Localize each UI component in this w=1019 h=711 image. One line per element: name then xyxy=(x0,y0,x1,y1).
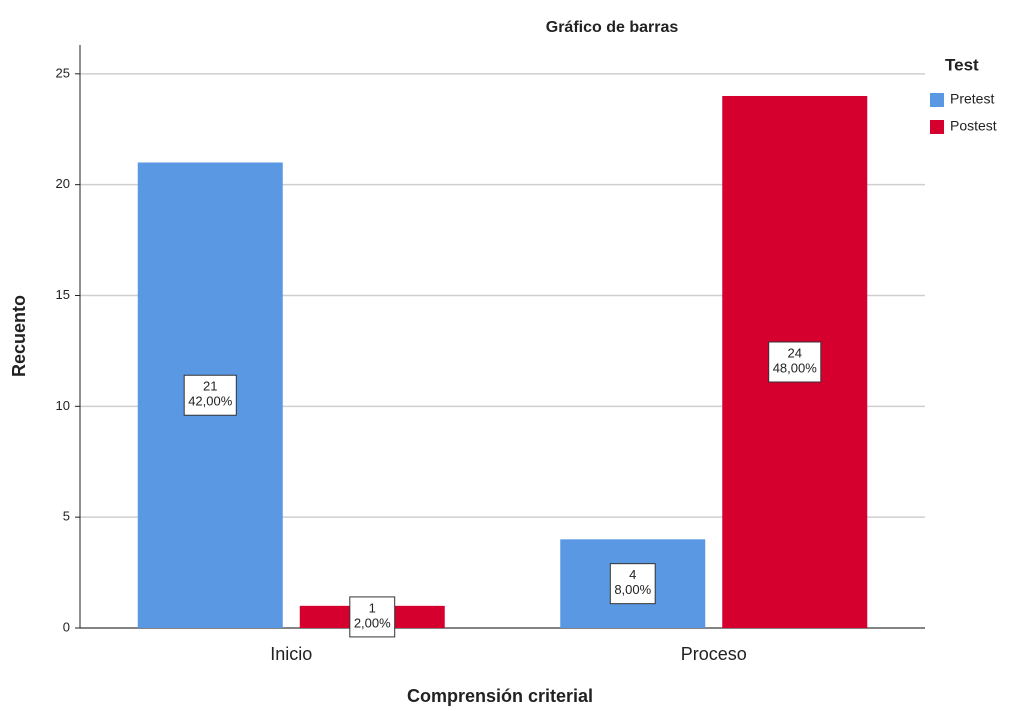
x-axis-title: Comprensión criterial xyxy=(407,686,593,706)
legend-title: Test xyxy=(945,55,979,74)
data-label: 12,00% xyxy=(349,596,396,638)
data-label-percent: 2,00% xyxy=(354,615,391,630)
y-tick-label: 0 xyxy=(63,619,70,634)
y-tick-label: 20 xyxy=(56,176,70,191)
y-axis-title: Recuento xyxy=(9,295,29,377)
legend-swatch xyxy=(930,93,944,107)
data-label-box xyxy=(768,341,822,383)
data-label-percent: 48,00% xyxy=(773,360,818,375)
data-label-count: 24 xyxy=(788,345,802,360)
y-tick-label: 15 xyxy=(56,287,70,302)
data-label-percent: 8,00% xyxy=(614,582,651,597)
data-label-count: 21 xyxy=(203,379,217,394)
y-tick-label: 10 xyxy=(56,398,70,413)
x-tick-label: Proceso xyxy=(681,644,747,664)
data-label-percent: 42,00% xyxy=(188,394,233,409)
chart-title: Gráfico de barras xyxy=(546,19,679,36)
data-label: 48,00% xyxy=(609,563,656,605)
legend-swatch xyxy=(930,120,944,134)
y-tick-label: 5 xyxy=(63,509,70,524)
data-label-count: 1 xyxy=(369,600,376,615)
data-label-box xyxy=(183,374,237,416)
data-label-box xyxy=(349,596,396,638)
y-tick-label: 25 xyxy=(56,65,70,80)
data-label-box xyxy=(609,563,656,605)
x-tick-label: Inicio xyxy=(270,644,312,664)
data-label-count: 4 xyxy=(629,567,636,582)
legend-label: Pretest xyxy=(950,91,994,107)
legend-label: Postest xyxy=(950,118,997,134)
